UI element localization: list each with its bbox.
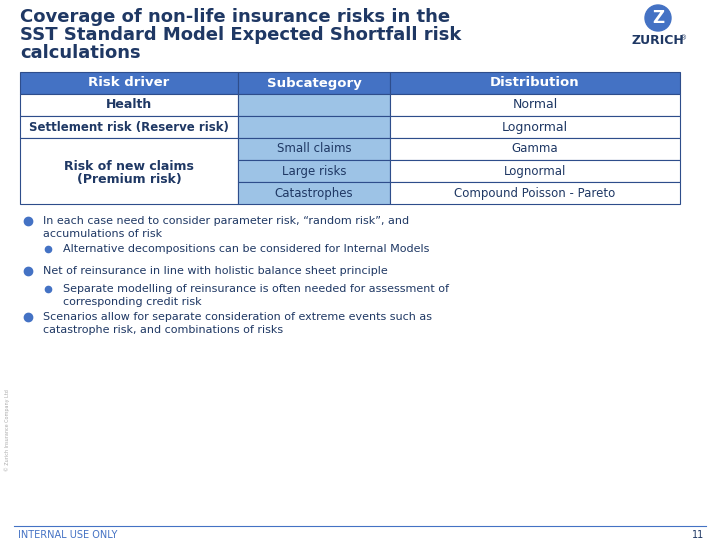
Bar <box>20 138 238 204</box>
Text: Small claims: Small claims <box>276 143 351 156</box>
Text: Risk driver: Risk driver <box>89 77 170 90</box>
Text: (Premium risk): (Premium risk) <box>76 173 181 186</box>
Text: Normal: Normal <box>513 98 557 111</box>
Text: INTERNAL USE ONLY: INTERNAL USE ONLY <box>18 530 117 540</box>
Bar <box>238 116 390 138</box>
Circle shape <box>645 5 671 31</box>
Text: SST Standard Model Expected Shortfall risk: SST Standard Model Expected Shortfall ri… <box>20 26 462 44</box>
Text: Compound Poisson - Pareto: Compound Poisson - Pareto <box>454 186 616 199</box>
Bar <box>20 72 238 94</box>
Text: In each case need to consider parameter risk, “random risk”, and
accumulations o: In each case need to consider parameter … <box>43 216 409 239</box>
Text: Separate modelling of reinsurance is often needed for assessment of
correspondin: Separate modelling of reinsurance is oft… <box>63 284 449 307</box>
Bar <box>390 138 680 160</box>
Text: Net of reinsurance in line with holistic balance sheet principle: Net of reinsurance in line with holistic… <box>43 266 388 276</box>
Text: ZURICH: ZURICH <box>631 33 685 46</box>
Text: Gamma: Gamma <box>512 143 558 156</box>
Bar <box>238 94 390 116</box>
Text: calculations: calculations <box>20 44 140 62</box>
Text: Distribution: Distribution <box>490 77 580 90</box>
Text: Z: Z <box>652 9 664 27</box>
Text: ®: ® <box>680 35 687 41</box>
Text: Health: Health <box>106 98 152 111</box>
Bar <box>238 72 390 94</box>
Text: Large risks: Large risks <box>282 165 346 178</box>
Bar <box>238 182 390 204</box>
Bar <box>238 160 390 182</box>
Bar <box>238 138 390 160</box>
Text: Coverage of non-life insurance risks in the: Coverage of non-life insurance risks in … <box>20 8 450 26</box>
Text: Risk of new claims: Risk of new claims <box>64 159 194 172</box>
Bar <box>20 116 238 138</box>
Bar <box>20 94 238 116</box>
Bar <box>390 182 680 204</box>
Text: Lognormal: Lognormal <box>502 120 568 133</box>
Text: 11: 11 <box>692 530 704 540</box>
Bar <box>390 94 680 116</box>
Bar <box>390 116 680 138</box>
Text: Subcategory: Subcategory <box>266 77 361 90</box>
Text: Alternative decompositions can be considered for Internal Models: Alternative decompositions can be consid… <box>63 244 429 254</box>
Text: Lognormal: Lognormal <box>504 165 566 178</box>
Text: Settlement risk (Reserve risk): Settlement risk (Reserve risk) <box>29 120 229 133</box>
Bar <box>390 160 680 182</box>
Text: Scenarios allow for separate consideration of extreme events such as
catastrophe: Scenarios allow for separate considerati… <box>43 312 432 335</box>
Text: Catastrophes: Catastrophes <box>275 186 354 199</box>
Bar <box>390 72 680 94</box>
Text: © Zurich Insurance Company Ltd: © Zurich Insurance Company Ltd <box>4 389 10 471</box>
